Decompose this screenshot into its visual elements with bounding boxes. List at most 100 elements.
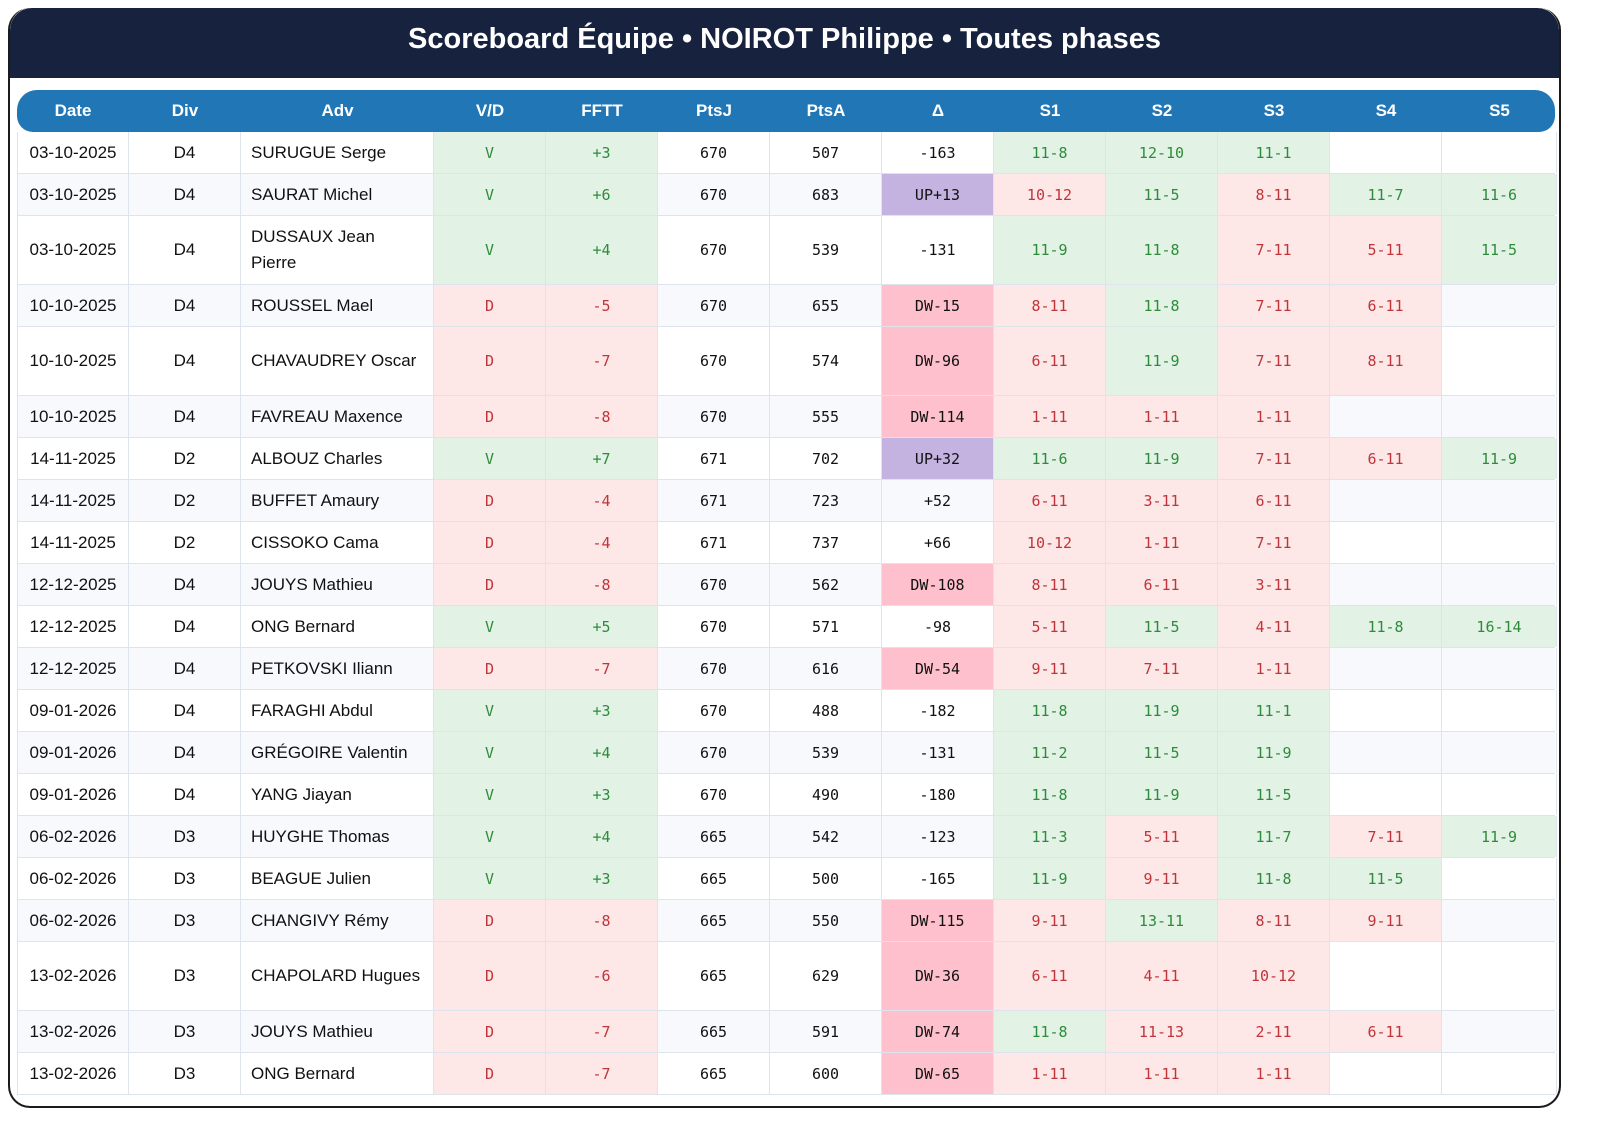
column-header-s4[interactable]: S4: [1375, 101, 1397, 120]
table-row[interactable]: 09-01-2026 D4 FARAGHI Abdul V +3 670 488 -182 11…: [17, 690, 1557, 732]
set-score-3: 11-9: [1218, 732, 1330, 773]
set-score-5: [1442, 774, 1557, 815]
set-score-3: 11-7: [1218, 816, 1330, 857]
opponent-points: 488: [770, 690, 882, 731]
fftt-points: +3: [546, 858, 658, 899]
opponent-name: GRÉGOIRE Valentin: [241, 732, 434, 773]
table-row[interactable]: 03-10-2025 D4 DUSSAUX Jean Pierre V +4 670 539…: [17, 216, 1557, 285]
division: D4: [129, 132, 241, 173]
player-points: 670: [658, 132, 770, 173]
column-header-div[interactable]: Div: [171, 101, 199, 120]
set-score-5: 11-5: [1442, 216, 1557, 284]
set-score-3: 11-1: [1218, 690, 1330, 731]
set-score-5: 11-6: [1442, 174, 1557, 215]
set-score-4: [1330, 774, 1442, 815]
match-date: 14-11-2025: [17, 438, 129, 479]
division: D3: [129, 942, 241, 1010]
opponent-name: BEAGUE Julien: [241, 858, 434, 899]
result-badge: D: [434, 285, 546, 326]
table-row[interactable]: 09-01-2026 D4 GRÉGOIRE Valentin V +4 670 539 -1…: [17, 732, 1557, 774]
table-row[interactable]: 06-02-2026 D3 BEAGUE Julien V +3 665 500 -165 11…: [17, 858, 1557, 900]
opponent-points: 571: [770, 606, 882, 647]
match-date: 12-12-2025: [17, 648, 129, 689]
table-row[interactable]: 14-11-2025 D2 ALBOUZ Charles V +7 671 702 UP+32…: [17, 438, 1557, 480]
match-date: 09-01-2026: [17, 732, 129, 773]
column-header-delta[interactable]: Δ: [931, 101, 945, 120]
set-score-2: 12-10: [1106, 132, 1218, 173]
table-row[interactable]: 06-02-2026 D3 CHANGIVY Rémy D -8 665 550 DW-115…: [17, 900, 1557, 942]
table-row[interactable]: 14-11-2025 D2 BUFFET Amaury D -4 671 723 +52 6-1…: [17, 480, 1557, 522]
table-row[interactable]: 03-10-2025 D4 SURUGUE Serge V +3 670 507 -163 11…: [17, 132, 1557, 174]
result-badge: D: [434, 942, 546, 1010]
table-row[interactable]: 13-02-2026 D3 CHAPOLARD Hugues D -6 665 629 DW-…: [17, 942, 1557, 1011]
set-score-3: 1-11: [1218, 396, 1330, 437]
set-score-5: [1442, 522, 1557, 563]
column-header-adv[interactable]: Adv: [321, 101, 354, 120]
result-badge: V: [434, 132, 546, 173]
opponent-name: ROUSSEL Mael: [241, 285, 434, 326]
table-row[interactable]: 12-12-2025 D4 JOUYS Mathieu D -8 670 562 DW-108…: [17, 564, 1557, 606]
result-badge: V: [434, 690, 546, 731]
set-score-2: 13-11: [1106, 900, 1218, 941]
set-score-5: [1442, 648, 1557, 689]
set-score-5: [1442, 480, 1557, 521]
table-row[interactable]: 13-02-2026 D3 ONG Bernard D -7 665 600 DW-65 1-1…: [17, 1053, 1557, 1095]
opponent-points: 562: [770, 564, 882, 605]
column-header-s3[interactable]: S3: [1263, 101, 1285, 120]
set-score-5: [1442, 900, 1557, 941]
fftt-points: +3: [546, 690, 658, 731]
column-header-vd[interactable]: V/D: [475, 101, 505, 120]
set-score-2: 11-13: [1106, 1011, 1218, 1052]
fftt-points: -8: [546, 564, 658, 605]
table-row[interactable]: 10-10-2025 D4 CHAVAUDREY Oscar D -7 670 574 DW-…: [17, 327, 1557, 396]
points-delta: +66: [882, 522, 994, 563]
set-score-4: 11-7: [1330, 174, 1442, 215]
set-score-2: 11-9: [1106, 774, 1218, 815]
set-score-1: 8-11: [994, 564, 1106, 605]
result-badge: V: [434, 438, 546, 479]
table-row[interactable]: 10-10-2025 D4 FAVREAU Maxence D -8 670 555 DW-1…: [17, 396, 1557, 438]
table-row[interactable]: 10-10-2025 D4 ROUSSEL Mael D -5 670 655 DW-15 8-…: [17, 285, 1557, 327]
division: D4: [129, 174, 241, 215]
table-row[interactable]: 14-11-2025 D2 CISSOKO Cama D -4 671 737 +66 10-1…: [17, 522, 1557, 564]
opponent-points: 500: [770, 858, 882, 899]
table-row[interactable]: 12-12-2025 D4 ONG Bernard V +5 670 571 -98 5-11 1…: [17, 606, 1557, 648]
opponent-name: YANG Jiayan: [241, 774, 434, 815]
column-header-date[interactable]: Date: [54, 101, 92, 120]
set-score-1: 9-11: [994, 648, 1106, 689]
result-badge: D: [434, 396, 546, 437]
player-points: 671: [658, 480, 770, 521]
column-header-s2[interactable]: S2: [1151, 101, 1173, 120]
set-score-3: 7-11: [1218, 285, 1330, 326]
points-delta: DW-114: [882, 396, 994, 437]
table-row[interactable]: 13-02-2026 D3 JOUYS Mathieu D -7 665 591 DW-74 1…: [17, 1011, 1557, 1053]
column-header-ptsj[interactable]: PtsJ: [696, 101, 732, 120]
points-delta: UP+13: [882, 174, 994, 215]
set-score-1: 11-9: [994, 858, 1106, 899]
column-header-s1[interactable]: S1: [1039, 101, 1061, 120]
result-badge: D: [434, 480, 546, 521]
set-score-3: 6-11: [1218, 480, 1330, 521]
table-row[interactable]: 06-02-2026 D3 HUYGHE Thomas V +4 665 542 -123 11…: [17, 816, 1557, 858]
set-score-2: 4-11: [1106, 942, 1218, 1010]
table-row[interactable]: 09-01-2026 D4 YANG Jiayan V +3 670 490 -180 11-8…: [17, 774, 1557, 816]
set-score-3: 7-11: [1218, 327, 1330, 395]
table-row[interactable]: 12-12-2025 D4 PETKOVSKI Iliann D -7 670 616 DW-…: [17, 648, 1557, 690]
division: D4: [129, 216, 241, 284]
set-score-4: 6-11: [1330, 285, 1442, 326]
column-header-fftt[interactable]: FFTT: [581, 101, 623, 120]
set-score-1: 11-6: [994, 438, 1106, 479]
player-points: 670: [658, 774, 770, 815]
player-points: 670: [658, 648, 770, 689]
result-badge: V: [434, 174, 546, 215]
set-score-1: 8-11: [994, 285, 1106, 326]
opponent-points: 542: [770, 816, 882, 857]
column-header-ptsa[interactable]: PtsA: [806, 101, 846, 120]
set-score-2: 11-8: [1106, 216, 1218, 284]
column-header-s5[interactable]: S5: [1489, 101, 1510, 120]
fftt-points: +4: [546, 816, 658, 857]
set-score-5: [1442, 132, 1557, 173]
opponent-points: 655: [770, 285, 882, 326]
division: D3: [129, 816, 241, 857]
table-row[interactable]: 03-10-2025 D4 SAURAT Michel V +6 670 683 UP+13 1…: [17, 174, 1557, 216]
